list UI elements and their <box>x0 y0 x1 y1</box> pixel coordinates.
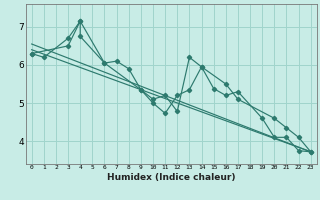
X-axis label: Humidex (Indice chaleur): Humidex (Indice chaleur) <box>107 173 236 182</box>
